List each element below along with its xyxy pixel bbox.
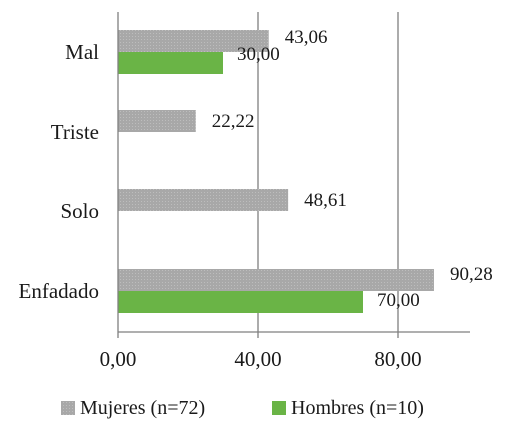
legend-label-hombres: Hombres (n=10) [291,397,424,419]
bar-hombres [118,52,223,74]
x-tick-label: 80,00 [374,347,421,371]
category-label: Mal [65,40,99,64]
bar-mujeres [118,30,269,52]
data-label: 30,00 [237,44,280,65]
legend: Mujeres (n=72) Hombres (n=10) [61,397,424,419]
bar-mujeres [118,269,434,291]
legend-swatch-mujeres [61,401,75,415]
legend-swatch-hombres [272,401,286,415]
x-tick-label: 0,00 [100,347,137,371]
data-label: 70,00 [377,290,420,311]
category-label: Triste [51,120,99,144]
bars [118,30,434,313]
data-label: 90,28 [450,264,493,285]
category-label: Solo [60,199,99,223]
bar-mujeres [118,110,196,132]
x-tick-label: 40,00 [234,347,281,371]
category-label: Enfadado [19,279,99,303]
legend-label-mujeres: Mujeres (n=72) [80,397,205,419]
data-label: 48,61 [304,190,347,211]
bar-mujeres [118,189,289,211]
data-label: 22,22 [212,111,255,132]
axes: 0,00 40,00 80,00 Mal Triste Solo Enfadado [19,12,470,371]
bar-hombres [118,291,363,313]
data-label: 43,06 [285,27,328,48]
